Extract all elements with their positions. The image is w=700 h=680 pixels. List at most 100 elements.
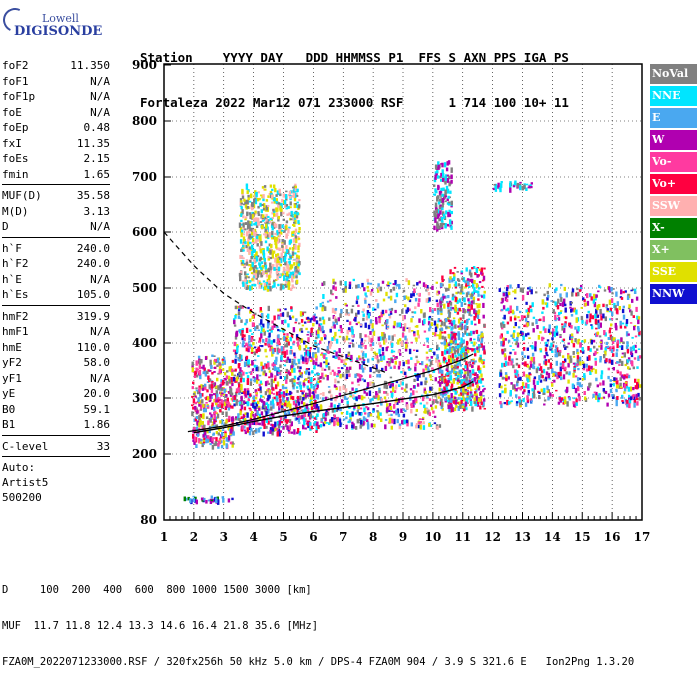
echo-point — [415, 355, 418, 359]
echo-point — [444, 191, 447, 196]
echo-point — [544, 360, 547, 366]
echo-point — [350, 394, 353, 398]
echo-point — [406, 404, 409, 410]
echo-point — [434, 202, 438, 208]
echo-point — [213, 382, 217, 387]
echo-point — [349, 391, 352, 393]
echo-point — [249, 241, 252, 245]
echo-point — [622, 291, 625, 294]
echo-point — [451, 353, 454, 359]
echo-point — [453, 295, 456, 299]
echo-point — [265, 229, 269, 233]
echo-point — [579, 287, 582, 289]
echo-point — [209, 418, 212, 423]
echo-point — [298, 375, 301, 378]
echo-point — [286, 333, 289, 336]
echo-point — [314, 373, 317, 376]
echo-point — [555, 389, 558, 392]
echo-point — [572, 402, 576, 407]
echo-point — [568, 397, 571, 401]
echo-point — [242, 249, 245, 252]
echo-point — [590, 324, 593, 326]
echo-point — [284, 308, 287, 311]
echo-point — [482, 302, 485, 308]
echo-point — [307, 376, 310, 380]
echo-point — [297, 398, 300, 403]
echo-point — [406, 327, 409, 329]
echo-point — [238, 387, 242, 393]
echo-point — [437, 164, 440, 170]
echo-point — [321, 307, 324, 312]
echo-point — [337, 356, 341, 360]
echo-point — [440, 172, 443, 177]
echo-point — [280, 391, 283, 395]
echo-point — [240, 213, 243, 217]
echo-point — [366, 310, 370, 316]
echo-point — [580, 284, 583, 290]
echo-point — [202, 424, 206, 429]
echo-point — [447, 287, 450, 291]
echo-point — [440, 179, 443, 182]
echo-point — [269, 286, 272, 292]
echo-point — [362, 317, 365, 322]
echo-point — [582, 349, 585, 354]
echo-point — [406, 307, 410, 313]
echo-point — [435, 214, 438, 219]
echo-point — [223, 401, 227, 407]
echo-point — [320, 352, 324, 356]
echo-point — [446, 161, 449, 166]
echo-point — [248, 212, 252, 215]
echo-point — [387, 296, 391, 299]
echo-point — [627, 333, 630, 336]
echo-point — [392, 386, 395, 392]
echo-point — [333, 316, 337, 321]
echo-point — [626, 295, 630, 300]
param-row-ye: yE 20.0 — [2, 386, 110, 402]
echo-point — [281, 384, 285, 387]
echo-point — [530, 185, 533, 189]
echo-point — [329, 420, 332, 424]
echo-point — [501, 351, 505, 355]
echo-point — [438, 191, 442, 195]
param-row-fxi: fxI 11.35 — [2, 136, 110, 152]
echo-point — [248, 426, 252, 430]
echo-point — [303, 410, 306, 413]
echo-point — [281, 239, 284, 243]
echo-point — [478, 380, 481, 384]
echo-point — [282, 400, 285, 403]
echo-point — [324, 396, 328, 400]
echo-point — [355, 284, 358, 289]
echo-point — [415, 424, 418, 429]
echo-point — [247, 220, 250, 226]
echo-point — [376, 303, 380, 309]
echo-point — [199, 441, 202, 444]
echo-point — [215, 399, 218, 403]
echo-point — [348, 281, 352, 286]
echo-point — [474, 323, 477, 326]
echo-point — [411, 311, 414, 314]
echo-point — [267, 382, 270, 385]
echo-point — [259, 386, 262, 392]
echo-point — [480, 267, 484, 273]
echo-point — [227, 498, 231, 503]
echo-point — [596, 304, 599, 311]
echo-point — [418, 280, 421, 284]
echo-point — [619, 371, 622, 376]
echo-point — [421, 394, 424, 397]
echo-point — [240, 416, 243, 419]
echo-point — [213, 359, 216, 365]
echo-point — [298, 338, 301, 342]
echo-point — [250, 241, 254, 244]
echo-point — [263, 401, 266, 406]
echo-point — [257, 211, 260, 215]
echo-point — [621, 396, 624, 399]
echo-point — [500, 385, 503, 389]
echo-point — [292, 215, 295, 219]
echo-point — [446, 223, 450, 227]
echo-point — [563, 396, 567, 400]
echo-point — [626, 348, 630, 354]
echo-point — [271, 227, 274, 231]
echo-point — [463, 384, 466, 387]
y-tick-label: 80 — [140, 513, 157, 527]
echo-point — [252, 430, 255, 436]
